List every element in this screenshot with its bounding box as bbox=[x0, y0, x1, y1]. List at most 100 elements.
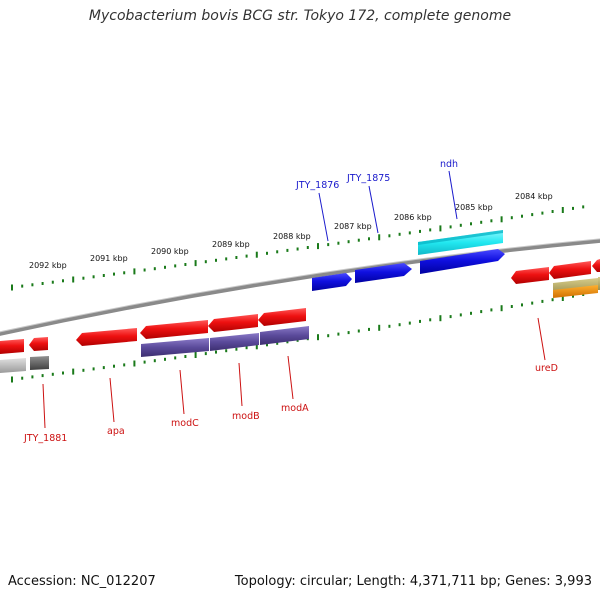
major-tick bbox=[11, 376, 13, 383]
feature-bar-left-gray[interactable] bbox=[0, 358, 26, 373]
minor-tick bbox=[551, 210, 554, 213]
minor-tick bbox=[408, 231, 411, 235]
reverse-scale-ticks bbox=[11, 293, 585, 383]
minor-tick bbox=[480, 220, 483, 224]
gene-arrow-ndh-lower[interactable] bbox=[420, 249, 505, 274]
gene-label-apa[interactable]: apa bbox=[107, 426, 125, 437]
minor-tick bbox=[31, 283, 34, 287]
gene-arrow-modb[interactable] bbox=[208, 314, 258, 332]
secondary-features bbox=[0, 277, 600, 373]
feature-bar-modc[interactable] bbox=[141, 338, 209, 357]
minor-tick bbox=[429, 228, 432, 232]
minor-tick bbox=[551, 298, 554, 302]
accession-text: Accession: NC_012207 bbox=[8, 574, 156, 589]
minor-tick bbox=[164, 265, 166, 269]
gene-arrow-right-1[interactable] bbox=[549, 261, 591, 279]
gene-label-jty1875[interactable]: JTY_1875 bbox=[346, 173, 390, 184]
major-tick bbox=[133, 268, 136, 275]
minor-tick bbox=[225, 349, 228, 353]
gene-arrow-ndh[interactable] bbox=[418, 230, 503, 255]
major-tick bbox=[72, 368, 75, 375]
major-tick bbox=[561, 295, 564, 301]
minor-tick bbox=[41, 282, 44, 285]
minor-tick bbox=[113, 364, 115, 368]
minor-tick bbox=[123, 271, 126, 275]
major-tick bbox=[378, 324, 381, 331]
minor-tick bbox=[490, 308, 493, 312]
feature-bar-jty1881-dark[interactable] bbox=[30, 356, 49, 370]
feature-bar-modb[interactable] bbox=[210, 333, 259, 351]
feature-bar-orange[interactable] bbox=[553, 285, 598, 298]
scale-label: 2086 kbp bbox=[394, 213, 432, 222]
minor-tick bbox=[327, 243, 330, 247]
minor-tick bbox=[337, 241, 340, 245]
scale-label: 2089 kbp bbox=[212, 240, 250, 249]
minor-tick bbox=[531, 301, 534, 305]
major-tick bbox=[378, 234, 381, 241]
minor-tick bbox=[449, 225, 452, 229]
minor-tick bbox=[174, 264, 177, 268]
minor-tick bbox=[388, 234, 391, 238]
reverse-label-lines bbox=[42, 317, 546, 429]
major-tick bbox=[133, 360, 136, 367]
minor-tick bbox=[347, 331, 350, 335]
minor-tick bbox=[102, 366, 105, 370]
minor-tick bbox=[153, 359, 156, 363]
major-tick bbox=[194, 352, 197, 358]
gene-arrow-jty1881[interactable] bbox=[29, 337, 48, 351]
minor-tick bbox=[408, 321, 411, 325]
minor-tick bbox=[368, 237, 370, 241]
minor-tick bbox=[245, 254, 248, 258]
gene-label-jty1881[interactable]: JTY_1881 bbox=[23, 433, 67, 444]
forward-scale-ticks bbox=[11, 205, 585, 291]
scale-label: 2087 kbp bbox=[334, 222, 372, 231]
minor-tick bbox=[31, 375, 34, 379]
minor-tick bbox=[296, 247, 299, 251]
scale-label: 2090 kbp bbox=[151, 247, 189, 256]
gene-arrow-left-edge[interactable] bbox=[0, 339, 24, 354]
minor-tick bbox=[21, 376, 24, 380]
gene-label-ured[interactable]: ureD bbox=[535, 363, 558, 374]
minor-tick bbox=[215, 258, 217, 262]
minor-tick bbox=[235, 347, 238, 351]
gene-arrow-apa[interactable] bbox=[76, 328, 137, 346]
minor-tick bbox=[102, 274, 105, 277]
minor-tick bbox=[347, 240, 350, 244]
scale-label: 2085 kbp bbox=[455, 203, 493, 212]
minor-tick bbox=[153, 267, 156, 271]
scale-label: 2084 kbp bbox=[515, 192, 553, 201]
genome-backbone bbox=[0, 238, 600, 336]
minor-tick bbox=[266, 251, 268, 255]
minor-tick bbox=[459, 223, 462, 227]
scale-label: 2092 kbp bbox=[29, 261, 67, 270]
gene-arrow-ured[interactable] bbox=[511, 267, 549, 284]
gene-label-modb[interactable]: modB bbox=[232, 411, 260, 422]
minor-tick bbox=[174, 356, 177, 360]
gene-label-ndh[interactable]: ndh bbox=[440, 159, 458, 170]
gene-arrow-modc[interactable] bbox=[140, 320, 208, 339]
gene-arrow-jty1876[interactable] bbox=[312, 273, 352, 291]
minor-tick bbox=[235, 256, 238, 259]
feature-bar-moda[interactable] bbox=[260, 326, 309, 345]
minor-tick bbox=[62, 371, 64, 375]
gene-label-modc[interactable]: modC bbox=[171, 418, 199, 429]
minor-tick bbox=[225, 257, 228, 261]
minor-tick bbox=[541, 299, 544, 303]
minor-tick bbox=[449, 315, 452, 319]
minor-tick bbox=[419, 229, 421, 233]
gene-arrow-jty1875[interactable] bbox=[355, 263, 412, 283]
major-tick bbox=[500, 305, 503, 312]
scale-labels: 2092 kbp 2091 kbp 2090 kbp 2089 kbp 2088… bbox=[29, 192, 553, 270]
major-tick bbox=[439, 225, 442, 232]
gene-label-moda[interactable]: modA bbox=[281, 403, 309, 414]
minor-tick bbox=[521, 303, 523, 307]
minor-tick bbox=[286, 340, 289, 344]
gene-label-jty1876[interactable]: JTY_1876 bbox=[295, 180, 339, 191]
forward-strand-genes bbox=[312, 230, 505, 291]
minor-tick bbox=[204, 352, 207, 356]
minor-tick bbox=[276, 250, 279, 254]
minor-tick bbox=[276, 341, 279, 345]
gene-arrow-right-2[interactable] bbox=[592, 259, 600, 272]
minor-tick bbox=[357, 238, 360, 242]
gene-arrow-moda[interactable] bbox=[258, 308, 306, 326]
